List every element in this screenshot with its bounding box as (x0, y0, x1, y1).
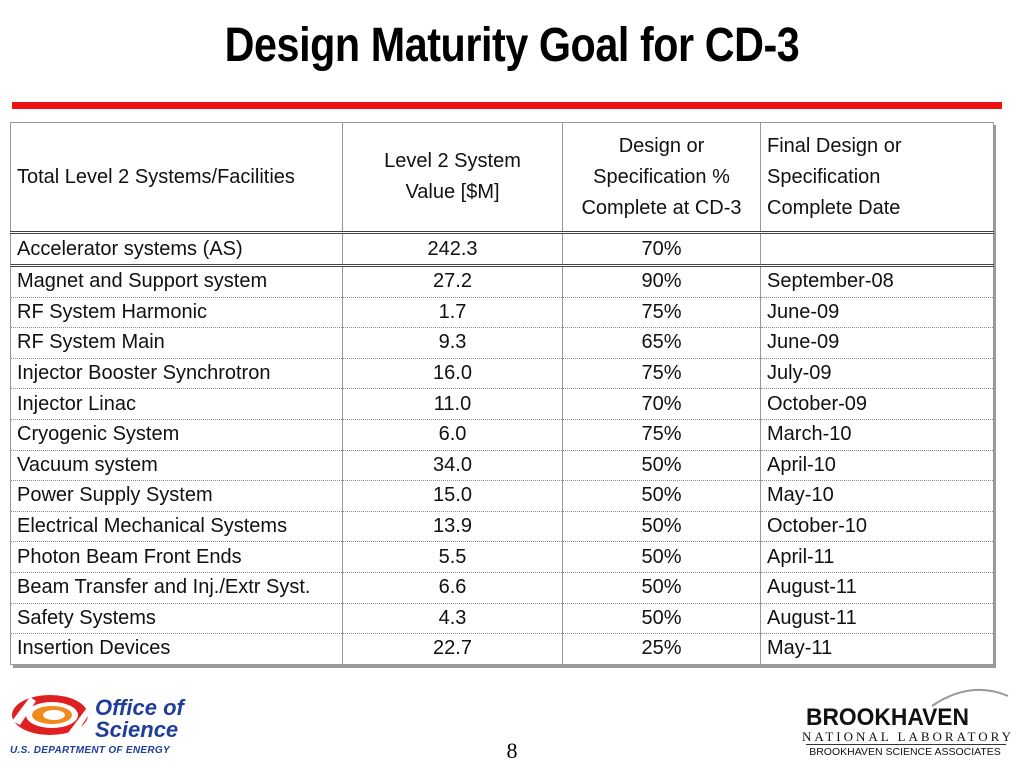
table-row: Power Supply System 15.0 50% May-10 (10, 480, 994, 512)
system-value: 16.0 (342, 358, 563, 390)
national-laboratory-label: NATIONAL LABORATORY (802, 729, 1014, 744)
system-value: 9.3 (342, 327, 563, 359)
table-row: Cryogenic System 6.0 75% March-10 (10, 419, 994, 451)
header-pct: Design or Specification % Complete at CD… (562, 122, 761, 234)
summary-pct: 70% (562, 232, 761, 267)
system-name: Photon Beam Front Ends (10, 541, 343, 573)
system-pct: 50% (562, 572, 761, 604)
table-row: Insertion Devices 22.7 25% May-11 (10, 633, 994, 665)
system-date: May-10 (760, 480, 994, 512)
system-date: April-10 (760, 450, 994, 482)
table-row: Injector Booster Synchrotron 16.0 75% July-… (10, 358, 994, 390)
summary-name: Accelerator systems (AS) (10, 232, 343, 267)
system-value: 11.0 (342, 388, 563, 420)
system-name: Power Supply System (10, 480, 343, 512)
doe-label: U.S. DEPARTMENT OF ENERGY (10, 745, 170, 756)
header-date-line: Final Design or (767, 134, 902, 157)
system-name: Injector Booster Synchrotron (10, 358, 343, 390)
system-name: RF System Harmonic (10, 297, 343, 329)
office-of-science-logo (12, 695, 90, 737)
header-date-line: Complete Date (767, 196, 901, 219)
system-value: 13.9 (342, 511, 563, 543)
table-row: RF System Main 9.3 65% June-09 (10, 327, 994, 359)
system-pct: 75% (562, 358, 761, 390)
summary-row: Accelerator systems (AS) 242.3 70% (10, 232, 994, 267)
table-row: Vacuum system 34.0 50% April-10 (10, 450, 994, 482)
system-value: 22.7 (342, 633, 563, 665)
system-date: October-09 (760, 388, 994, 420)
header-systems: Total Level 2 Systems/Facilities (10, 122, 343, 234)
table-row: Beam Transfer and Inj./Extr Syst. 6.6 50% A… (10, 572, 994, 604)
summary-date (760, 232, 994, 267)
system-date: March-10 (760, 419, 994, 451)
system-name: Magnet and Support system (10, 265, 343, 298)
system-value: 6.0 (342, 419, 563, 451)
header-pct-line: Design or (618, 134, 705, 157)
system-value: 1.7 (342, 297, 563, 329)
design-maturity-table: Total Level 2 Systems/Facilities Level 2… (10, 122, 994, 665)
page-title: Design Maturity Goal for CD-3 (224, 19, 800, 72)
system-pct: 50% (562, 603, 761, 635)
system-value: 5.5 (342, 541, 563, 573)
system-pct: 50% (562, 511, 761, 543)
office-of-science-wordmark: Office of Science (95, 697, 184, 741)
system-date: August-11 (760, 572, 994, 604)
system-name: Beam Transfer and Inj./Extr Syst. (10, 572, 343, 604)
system-date: August-11 (760, 603, 994, 635)
system-pct: 50% (562, 480, 761, 512)
bnl-divider (806, 744, 1006, 745)
table-row: Safety Systems 4.3 50% August-11 (10, 603, 994, 635)
science-line: Science (95, 717, 179, 742)
system-pct: 50% (562, 541, 761, 573)
table-row: Photon Beam Front Ends 5.5 50% April-11 (10, 541, 994, 573)
bsa-label: BROOKHAVEN SCIENCE ASSOCIATES (809, 746, 1001, 758)
header-pct-line: Specification % (593, 165, 730, 188)
system-pct: 75% (562, 419, 761, 451)
brookhaven-swoosh-icon (931, 688, 1009, 707)
header-date: Final Design or Specification Complete D… (760, 122, 994, 234)
header-value-line: Level 2 System (384, 150, 521, 172)
system-name: Cryogenic System (10, 419, 343, 451)
system-name: Safety Systems (10, 603, 343, 635)
system-date: May-11 (760, 633, 994, 665)
office-line: Office of (95, 695, 184, 720)
title-divider (12, 102, 1002, 109)
header-value-line: Value [$M] (405, 181, 500, 203)
system-value: 6.6 (342, 572, 563, 604)
system-value: 4.3 (342, 603, 563, 635)
system-date: June-09 (760, 327, 994, 359)
system-date: September-08 (760, 265, 994, 298)
header-row: Total Level 2 Systems/Facilities Level 2… (10, 122, 994, 234)
system-date: July-09 (760, 358, 994, 390)
system-name: Injector Linac (10, 388, 343, 420)
system-value: 15.0 (342, 480, 563, 512)
table-row: Electrical Mechanical Systems 13.9 50% Octo… (10, 511, 994, 543)
system-name: Insertion Devices (10, 633, 343, 665)
table-row: RF System Harmonic 1.7 75% June-09 (10, 297, 994, 329)
system-pct: 50% (562, 450, 761, 482)
system-name: Electrical Mechanical Systems (10, 511, 343, 543)
table-row: Injector Linac 11.0 70% October-09 (10, 388, 994, 420)
system-date: April-11 (760, 541, 994, 573)
header-value: Level 2 System Value [$M] (342, 122, 563, 234)
system-pct: 65% (562, 327, 761, 359)
system-value: 34.0 (342, 450, 563, 482)
page-number: 8 (506, 738, 518, 763)
system-pct: 25% (562, 633, 761, 665)
summary-value: 242.3 (342, 232, 563, 267)
header-date-line: Specification (767, 165, 881, 188)
system-value: 27.2 (342, 265, 563, 298)
system-pct: 75% (562, 297, 761, 329)
system-date: June-09 (760, 297, 994, 329)
system-pct: 90% (562, 265, 761, 298)
header-pct-line: Complete at CD-3 (581, 196, 742, 219)
system-name: Vacuum system (10, 450, 343, 482)
system-date: October-10 (760, 511, 994, 543)
table-row: Magnet and Support system 27.2 90% Septembe… (10, 265, 994, 298)
system-pct: 70% (562, 388, 761, 420)
brookhaven-wordmark: BROOKHAVEN (806, 704, 969, 731)
system-name: RF System Main (10, 327, 343, 359)
